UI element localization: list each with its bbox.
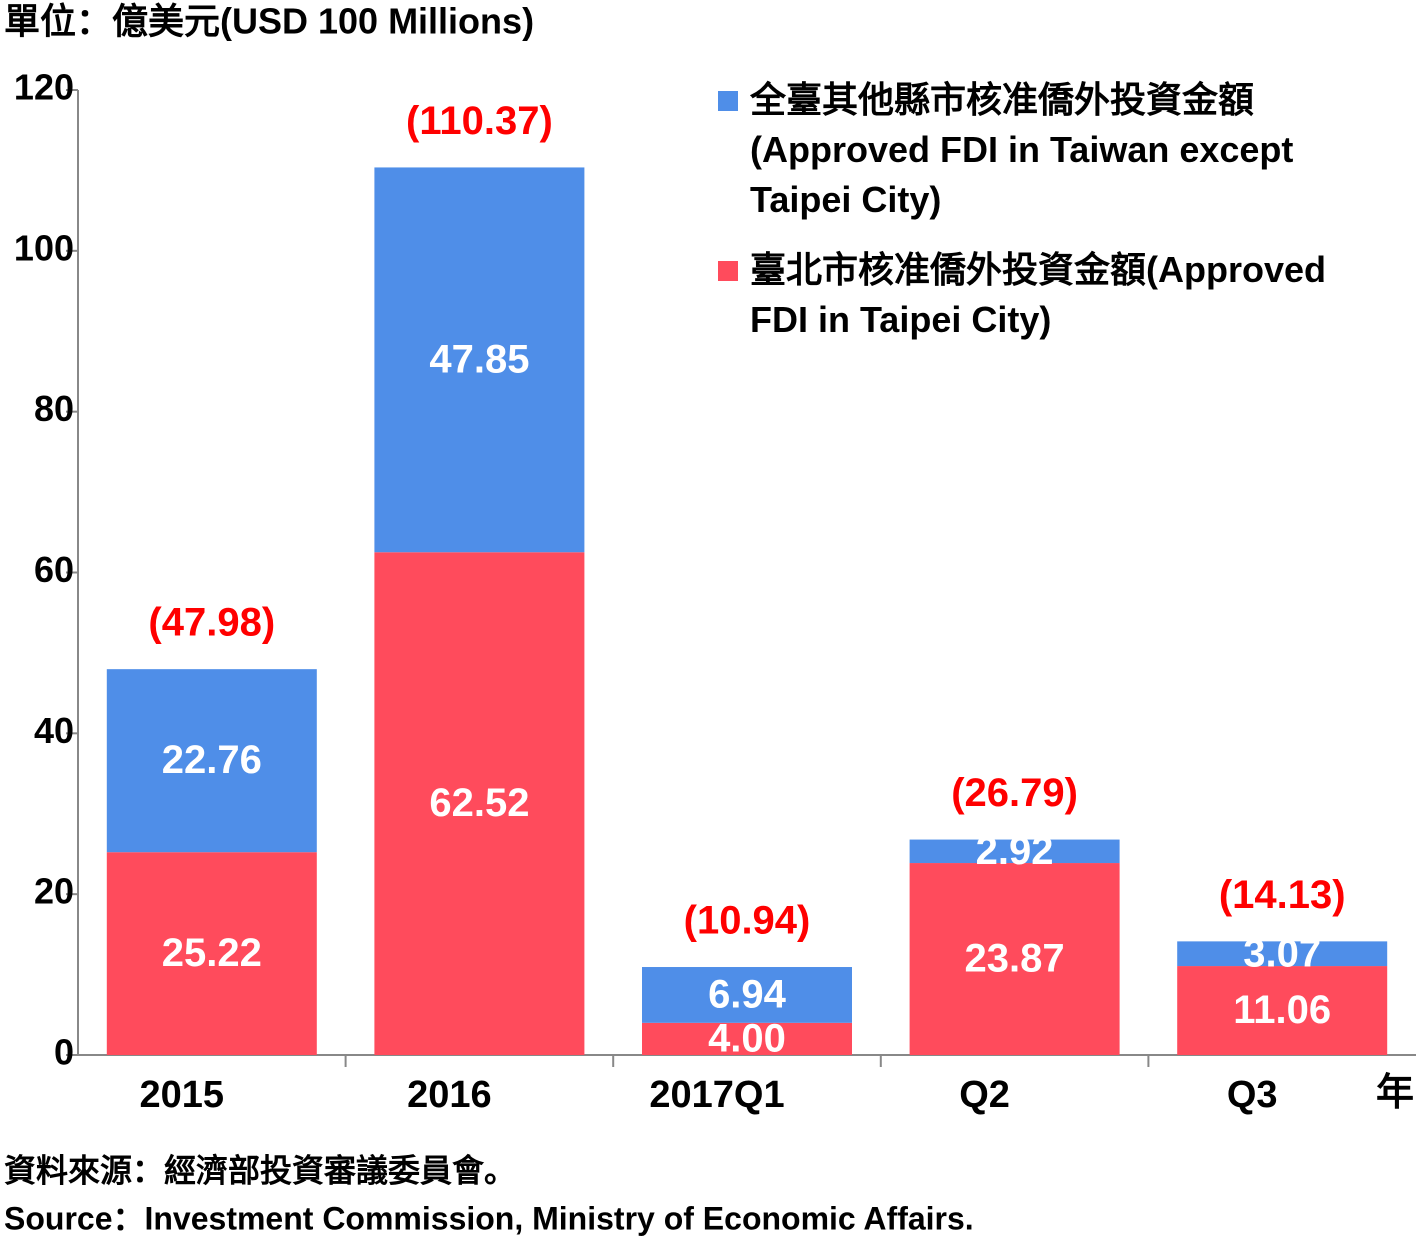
bar-segment [106, 852, 317, 1055]
legend-swatch [718, 91, 738, 111]
value-label: 11.06 [1233, 988, 1331, 1032]
legend-text: 全臺其他縣市核准僑外投資金額(Approved FDI in Taiwan ex… [750, 79, 1294, 220]
y-tick-label: 80 [34, 388, 74, 429]
value-label: 23.87 [965, 937, 1065, 981]
x-tick-label: 2015 [140, 1074, 225, 1116]
y-tick-label: 60 [34, 549, 74, 590]
bar-segment [106, 669, 317, 853]
source-en: Source：Investment Commission, Ministry o… [4, 1200, 974, 1236]
value-label: 25.22 [162, 931, 262, 975]
bar-segment [642, 1022, 852, 1055]
x-tick-label: Q3 [1227, 1074, 1278, 1116]
value-label: 6.94 [708, 972, 787, 1016]
bar-segment [909, 839, 1120, 864]
legend-item: 全臺其他縣市核准僑外投資金額(Approved FDI in Taiwan ex… [718, 75, 1408, 225]
total-label: (14.13) [1219, 873, 1346, 917]
total-label: (10.94) [684, 899, 811, 943]
y-tick-label: 100 [14, 227, 74, 268]
total-label: (26.79) [951, 771, 1078, 815]
value-label: 3.07 [1243, 931, 1321, 975]
value-label: 62.52 [429, 781, 529, 825]
bar-segment [1177, 966, 1388, 1055]
value-label: 4.00 [708, 1016, 786, 1060]
x-tick-label: 2017Q1 [649, 1074, 784, 1116]
bar-segment [909, 863, 1120, 1055]
total-label: (110.37) [406, 99, 553, 143]
legend-text: 臺北市核准僑外投資金額(Approved FDI in Taipei City) [750, 249, 1327, 340]
value-label: 2.92 [976, 829, 1054, 873]
y-tick-label: 20 [34, 871, 74, 912]
x-tick-label: Q2 [959, 1074, 1010, 1116]
source-zh: 資料來源：經濟部投資審議委員會。 [4, 1152, 516, 1188]
legend-swatch [718, 261, 738, 281]
value-label: 22.76 [162, 738, 262, 782]
bar-segment [374, 167, 585, 553]
bar-segment [374, 552, 585, 1055]
bar-segment [1177, 941, 1388, 967]
y-tick-label: 0 [54, 1032, 74, 1073]
bar-segment [642, 967, 852, 1023]
total-label: (47.98) [148, 601, 275, 645]
y-tick-label: 40 [34, 710, 74, 751]
y-tick-label: 120 [14, 67, 74, 108]
legend-item: 臺北市核准僑外投資金額(Approved FDI in Taipei City) [718, 245, 1408, 345]
value-label: 47.85 [429, 337, 529, 381]
unit-label: 單位：億美元(USD 100 Millions) [4, 1, 534, 42]
x-tick-label: 2016 [407, 1074, 492, 1116]
x-axis-label: 年 [1376, 1072, 1414, 1114]
